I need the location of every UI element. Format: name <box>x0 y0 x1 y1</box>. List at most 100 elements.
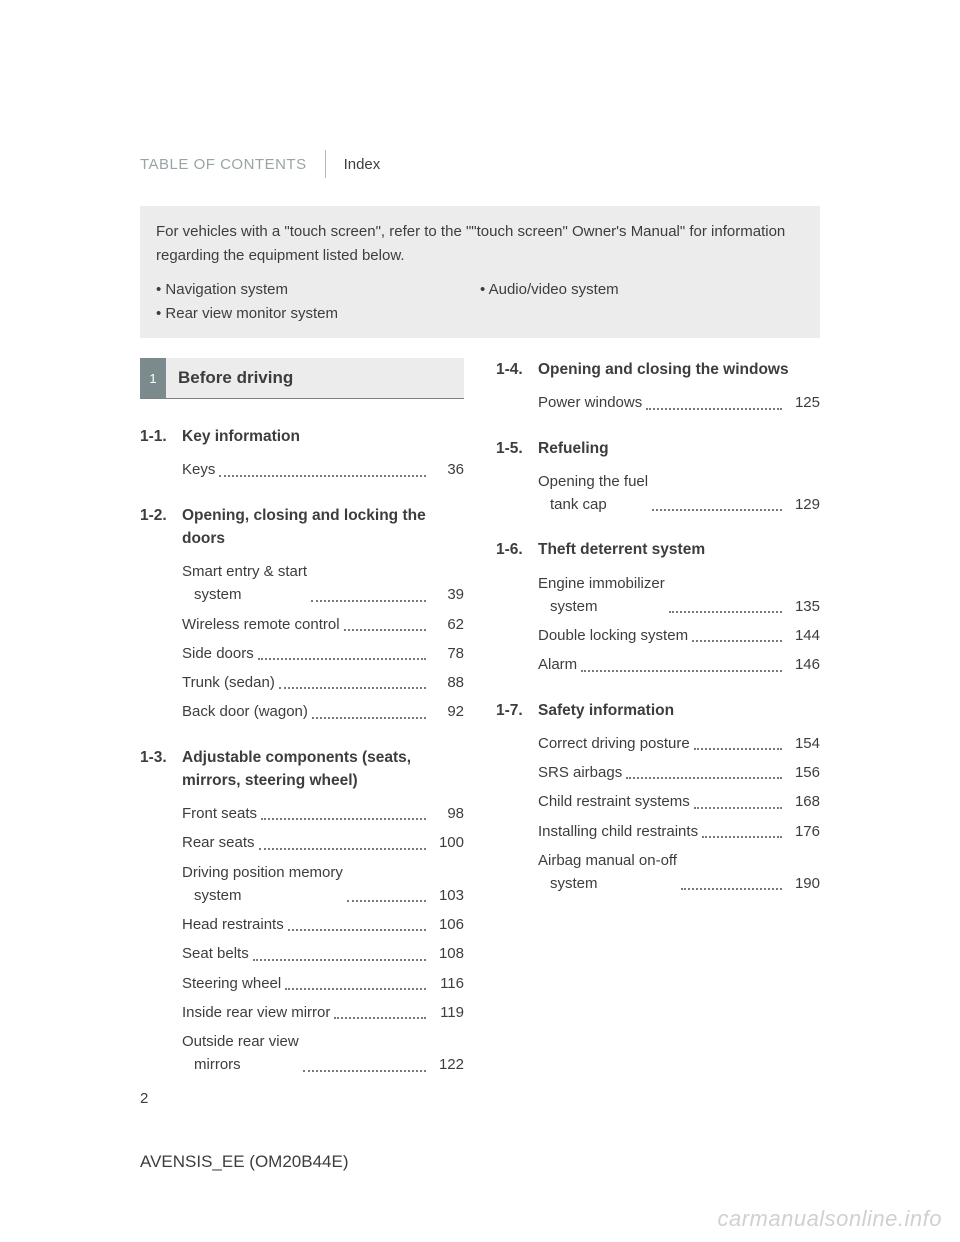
entry-label: Wireless remote control <box>182 613 340 636</box>
toc-entry: Inside rear view mirror119 <box>140 1001 464 1024</box>
leader-dots <box>681 888 782 890</box>
leader-dots <box>258 658 426 660</box>
tab-index: Index <box>344 156 381 173</box>
entry-page: 125 <box>786 391 820 414</box>
entry-label: Alarm <box>538 653 577 676</box>
toc-entry: Seat belts108 <box>140 942 464 965</box>
leader-dots <box>303 1070 426 1072</box>
entry-page: 146 <box>786 653 820 676</box>
section-title: Theft deterrent system <box>538 538 820 561</box>
entry-label: Airbag manual on-offsystem <box>538 849 677 896</box>
toc-entry: Wireless remote control 62 <box>140 613 464 636</box>
entry-label: Correct driving posture <box>538 732 690 755</box>
toc-entry: Airbag manual on-offsystem 190 <box>496 849 820 896</box>
toc-entry: Driving position memorysystem103 <box>140 861 464 908</box>
entry-label: Front seats <box>182 802 257 825</box>
leader-dots <box>626 777 782 779</box>
watermark: carmanualsonline.info <box>717 1206 942 1232</box>
toc-section: 1-2.Opening, closing and locking the doo… <box>140 504 464 724</box>
section-head: 1-7.Safety information <box>496 699 820 722</box>
entry-label: Double locking system <box>538 624 688 647</box>
section-number: 1-6. <box>496 538 538 561</box>
toc-entry: Rear seats100 <box>140 831 464 854</box>
leader-dots <box>646 408 782 410</box>
toc-entry: SRS airbags156 <box>496 761 820 784</box>
entry-page: 98 <box>430 802 464 825</box>
entry-page: 100 <box>430 831 464 854</box>
entry-label: Keys <box>182 458 215 481</box>
note-item: • Audio/video system <box>480 278 804 302</box>
tab-toc: TABLE OF CONTENTS <box>140 156 325 173</box>
entry-page: 122 <box>430 1053 464 1076</box>
leader-dots <box>702 836 782 838</box>
tab-divider <box>325 150 326 178</box>
entry-label: Head restraints <box>182 913 284 936</box>
toc-entry: Child restraint systems168 <box>496 790 820 813</box>
entry-page: 36 <box>430 458 464 481</box>
entry-page: 154 <box>786 732 820 755</box>
entry-page: 108 <box>430 942 464 965</box>
toc-section: 1-6.Theft deterrent systemEngine immobil… <box>496 538 820 676</box>
toc-entry: Side doors78 <box>140 642 464 665</box>
toc-entry: Smart entry & startsystem 39 <box>140 560 464 607</box>
section-number: 1-4. <box>496 358 538 381</box>
toc-entry: Alarm 146 <box>496 653 820 676</box>
toc-section: 1-1.Key information Keys 36 <box>140 425 464 482</box>
entry-page: 88 <box>430 671 464 694</box>
entry-label: Installing child restraints <box>538 820 698 843</box>
entry-label: SRS airbags <box>538 761 622 784</box>
leader-dots <box>253 959 426 961</box>
toc-entry: Correct driving posture 154 <box>496 732 820 755</box>
section-head: 1-4.Opening and closing the windows <box>496 358 820 381</box>
toc-col-right: 1-4.Opening and closing the windows Power… <box>496 358 820 1099</box>
section-title: Opening and closing the windows <box>538 358 820 381</box>
entry-label: Back door (wagon) <box>182 700 308 723</box>
entry-label: Inside rear view mirror <box>182 1001 330 1024</box>
toc-entry: Front seats 98 <box>140 802 464 825</box>
leader-dots <box>669 611 782 613</box>
leader-dots <box>692 640 782 642</box>
leader-dots <box>347 900 426 902</box>
entry-page: 190 <box>786 872 820 895</box>
entry-label: Trunk (sedan) <box>182 671 275 694</box>
entry-label: Driving position memorysystem <box>182 861 343 908</box>
toc-section: 1-5.RefuelingOpening the fueltank cap129 <box>496 437 820 517</box>
note-box: For vehicles with a "touch screen", refe… <box>140 206 820 338</box>
entry-label: Smart entry & startsystem <box>182 560 307 607</box>
note-col-left: • Navigation system• Rear view monitor s… <box>156 278 480 326</box>
toc-section: 1-3.Adjustable components (seats, mirror… <box>140 746 464 1077</box>
entry-label: Steering wheel <box>182 972 281 995</box>
section-head: 1-5.Refueling <box>496 437 820 460</box>
section-title: Safety information <box>538 699 820 722</box>
entry-page: 92 <box>430 700 464 723</box>
toc-section: 1-4.Opening and closing the windows Power… <box>496 358 820 415</box>
entry-label: Opening the fueltank cap <box>538 470 648 517</box>
leader-dots <box>312 717 426 719</box>
header-tabs: TABLE OF CONTENTS Index <box>140 150 820 178</box>
leader-dots <box>694 807 782 809</box>
toc-col-left: 1 Before driving 1-1.Key information Keys… <box>140 358 464 1099</box>
section-title: Key information <box>182 425 464 448</box>
chapter-number: 1 <box>140 358 166 398</box>
section-title: Adjustable components (seats, mirrors, s… <box>182 746 464 793</box>
page-number: 2 <box>140 1090 148 1107</box>
entry-label: Side doors <box>182 642 254 665</box>
leader-dots <box>334 1017 426 1019</box>
section-head: 1-1.Key information <box>140 425 464 448</box>
entry-page: 168 <box>786 790 820 813</box>
entry-page: 39 <box>430 583 464 606</box>
leader-dots <box>261 818 426 820</box>
section-number: 1-7. <box>496 699 538 722</box>
entry-page: 62 <box>430 613 464 636</box>
leader-dots <box>219 475 426 477</box>
chapter-bar: 1 Before driving <box>140 358 464 399</box>
note-item: • Navigation system <box>156 278 480 302</box>
toc-entry: Double locking system144 <box>496 624 820 647</box>
toc-section: 1-7.Safety information Correct driving po… <box>496 699 820 896</box>
section-head: 1-2.Opening, closing and locking the doo… <box>140 504 464 551</box>
toc-entry: Steering wheel116 <box>140 972 464 995</box>
toc-columns: 1 Before driving 1-1.Key information Keys… <box>140 358 820 1099</box>
section-number: 1-2. <box>140 504 182 551</box>
note-text: For vehicles with a "touch screen", refe… <box>156 220 804 268</box>
entry-label: Power windows <box>538 391 642 414</box>
